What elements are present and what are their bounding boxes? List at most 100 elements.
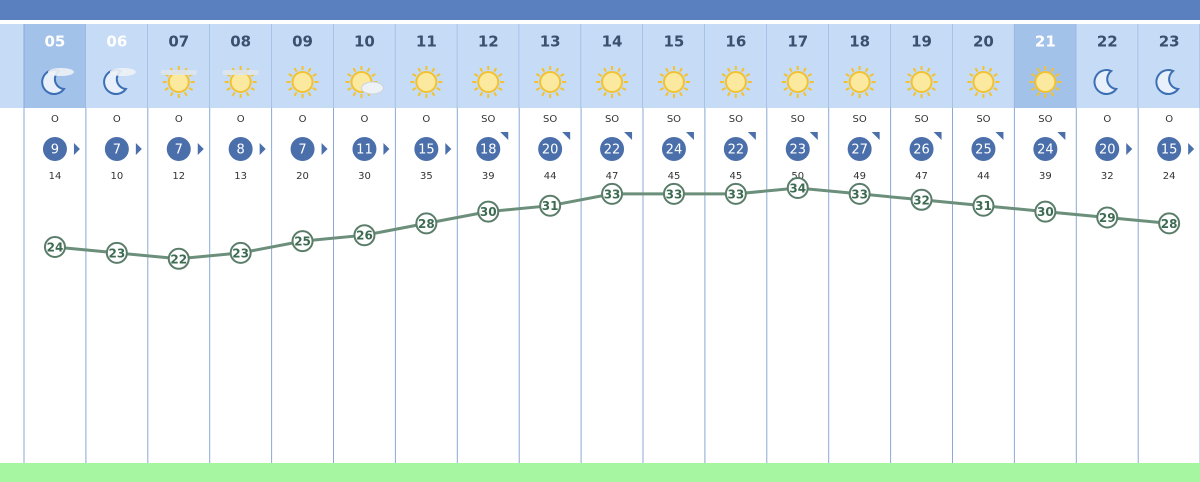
wind-speed: 7	[298, 143, 306, 158]
sun-ray	[603, 67, 607, 73]
temperature-point	[1034, 200, 1057, 223]
hour-label: 08	[230, 33, 251, 51]
sun-ray	[869, 73, 875, 77]
temperature-label: 29	[1099, 211, 1116, 225]
wind-speed: 22	[604, 143, 621, 158]
sun-ray	[293, 91, 298, 97]
sun-ray	[498, 87, 503, 91]
temperature-point	[477, 200, 500, 223]
sun-ray	[493, 91, 498, 97]
wind-gust: 44	[977, 171, 990, 182]
sun-ray	[679, 67, 683, 73]
sun-ray	[807, 87, 813, 91]
hour-label: 06	[106, 33, 127, 51]
wind-arrow	[445, 143, 452, 155]
wind-direction: SO	[914, 114, 928, 125]
sun-ray	[726, 91, 731, 97]
sun-ray	[659, 73, 665, 77]
hour-label: 15	[664, 33, 685, 51]
wind-badge	[971, 137, 996, 161]
sun-ray	[493, 67, 498, 73]
wind-arrow	[685, 132, 694, 140]
wind-gust: 10	[110, 171, 123, 182]
sun-ray	[969, 73, 974, 77]
wind-badge	[42, 137, 67, 161]
temperature-label: 28	[418, 217, 435, 231]
wind-gust: 39	[482, 171, 495, 182]
sun-ray	[245, 91, 250, 97]
wind-direction: SO	[667, 114, 681, 125]
wind-badge	[166, 137, 191, 161]
sun-ray	[1050, 67, 1055, 73]
sun-ray	[1036, 67, 1041, 73]
sun-ray	[926, 91, 931, 97]
wind-speed: 24	[1037, 143, 1054, 158]
temperature-label: 33	[666, 187, 683, 201]
sun-ray	[366, 67, 371, 73]
hour-label: 22	[1097, 33, 1118, 51]
header-cell	[0, 24, 24, 108]
sun-ray	[479, 91, 484, 97]
temperature-point	[539, 194, 562, 217]
sun-ray	[1055, 73, 1060, 77]
wind-badge	[538, 137, 563, 161]
sun-ray	[974, 67, 979, 73]
hour-label: 05	[45, 33, 66, 51]
sun-ray	[250, 87, 256, 91]
sun-ray	[869, 87, 875, 91]
sun-ray	[665, 91, 669, 97]
hour-label: 21	[1035, 33, 1056, 51]
wind-arrow	[321, 143, 328, 155]
sun-ray	[788, 67, 793, 73]
temperature-label: 30	[1037, 205, 1054, 219]
temperature-label: 32	[913, 193, 930, 207]
wind-arrow	[809, 132, 818, 140]
wind-gust: 39	[1039, 171, 1052, 182]
wind-badge	[909, 137, 934, 161]
sun-ray	[431, 91, 436, 97]
wind-speed: 26	[913, 143, 930, 158]
wind-direction: O	[1103, 114, 1111, 125]
wind-gust: 13	[234, 171, 247, 182]
sun-ray	[436, 73, 441, 77]
wind-direction: O	[1165, 114, 1173, 125]
wind-direction: O	[361, 114, 369, 125]
cloud	[47, 68, 74, 76]
wind-badge	[1157, 137, 1182, 161]
wind-arrow	[383, 143, 390, 155]
wind-gust: 24	[1163, 171, 1176, 182]
sun-ray	[679, 91, 683, 97]
moon	[41, 69, 66, 96]
cloud	[109, 68, 136, 76]
sun-ray	[617, 91, 621, 97]
moon	[1155, 69, 1180, 96]
sun-ray	[1030, 73, 1036, 77]
sun	[539, 71, 562, 93]
temperature-label: 23	[108, 246, 125, 260]
sun-ray	[788, 91, 793, 97]
sun-ray	[597, 73, 603, 77]
hour-label: 16	[725, 33, 746, 51]
temperature-point	[724, 182, 747, 205]
sun	[848, 71, 871, 93]
wind-gust: 35	[420, 171, 433, 182]
header-cell	[333, 24, 396, 108]
sun-ray	[312, 73, 317, 77]
wind-speed: 18	[480, 143, 497, 158]
wind-badge	[600, 137, 625, 161]
wind-speed: 22	[728, 143, 745, 158]
wind-arrow	[73, 143, 80, 155]
wind-arrow	[995, 132, 1004, 140]
wind-direction: SO	[605, 114, 619, 125]
wind-arrow	[135, 143, 142, 155]
temperature-point	[910, 188, 933, 211]
wind-direction: SO	[1038, 114, 1052, 125]
haze	[222, 70, 259, 75]
wind-gust: 45	[668, 171, 681, 182]
temperature-label: 33	[851, 187, 868, 201]
sun-ray	[169, 91, 174, 97]
sun-ray	[850, 91, 855, 97]
wind-badge	[476, 137, 501, 161]
moon	[103, 69, 128, 96]
